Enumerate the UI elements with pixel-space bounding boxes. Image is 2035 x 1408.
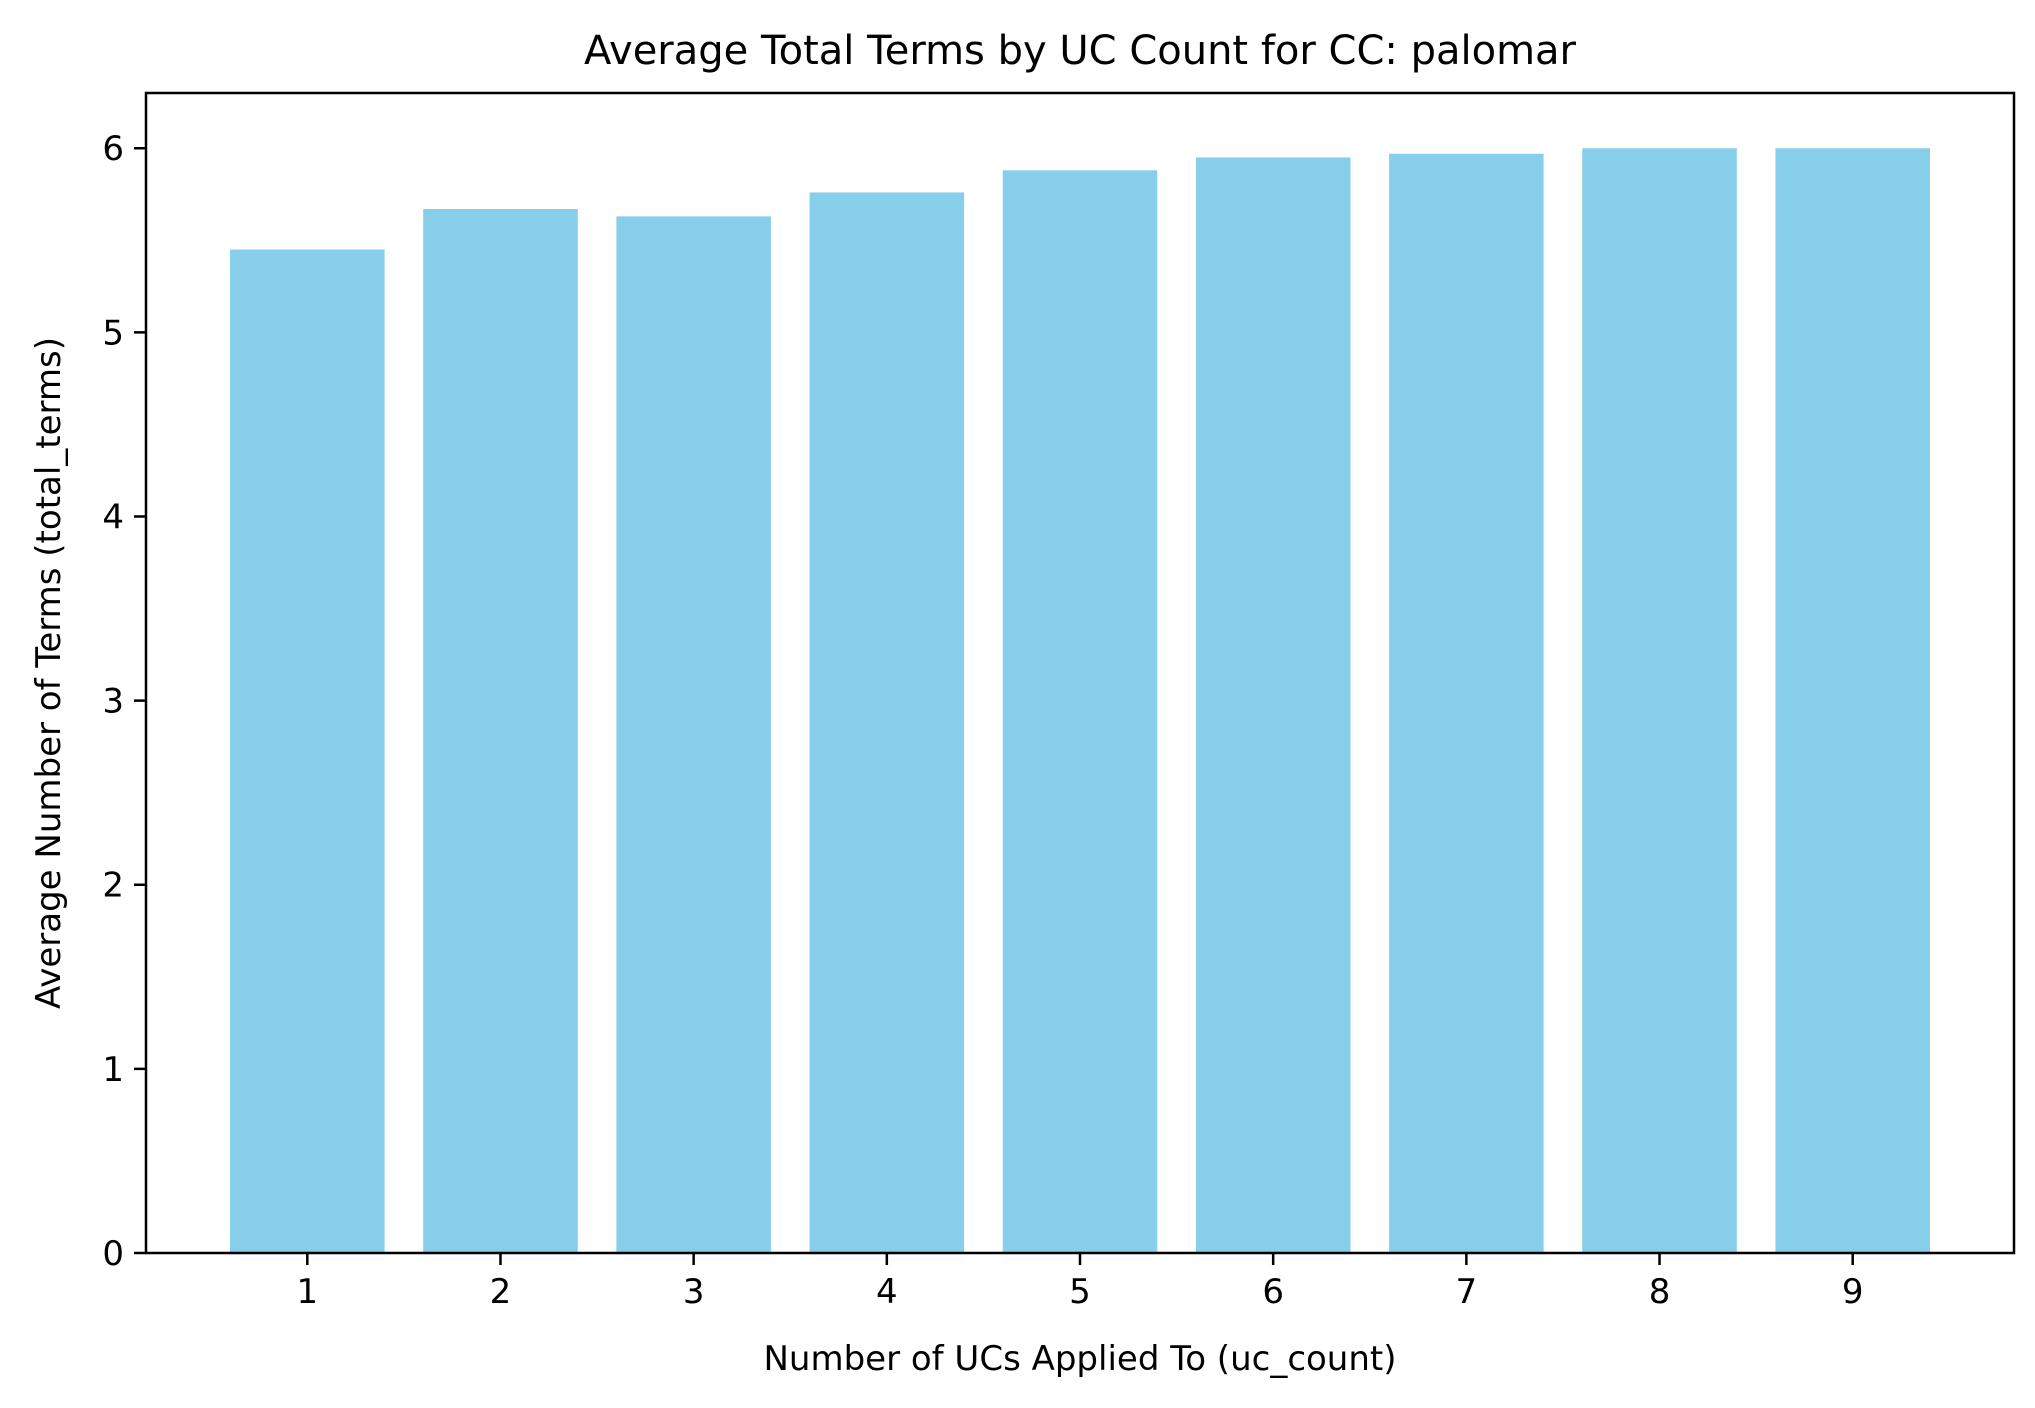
x-tick-label: 3 — [683, 1272, 705, 1312]
y-tick-label: 1 — [102, 1050, 124, 1090]
y-tick-label: 4 — [102, 497, 124, 537]
bar-2 — [423, 209, 578, 1253]
y-tick-label: 3 — [102, 682, 124, 722]
x-tick-label: 1 — [296, 1272, 318, 1312]
y-tick-label: 5 — [102, 313, 124, 353]
plot-frame — [144, 91, 2016, 1255]
bar-3 — [616, 216, 771, 1253]
bars-group — [230, 148, 1930, 1254]
bar-4 — [809, 192, 965, 1253]
x-tick-label: 7 — [1456, 1272, 1478, 1312]
x-tick-label: 2 — [490, 1272, 512, 1312]
bar-1 — [230, 249, 385, 1253]
y-axis-label: Average Number of Terms (total_terms) — [29, 337, 69, 1009]
bar-6 — [1195, 157, 1351, 1253]
bar-9 — [1775, 148, 1930, 1254]
y-axis-ticks: 0 1 2 3 4 5 6 — [102, 129, 146, 1274]
bar-8 — [1582, 148, 1737, 1254]
y-tick-label: 2 — [102, 866, 124, 906]
x-axis-label: Number of UCs Applied To (uc_count) — [763, 1339, 1396, 1379]
bar-5 — [1002, 170, 1158, 1253]
bar-7 — [1389, 153, 1544, 1253]
x-tick-label: 6 — [1262, 1272, 1284, 1312]
y-tick-label: 6 — [102, 129, 124, 169]
x-tick-label: 9 — [1842, 1272, 1864, 1312]
y-tick-label: 0 — [102, 1234, 124, 1274]
x-tick-label: 8 — [1649, 1272, 1671, 1312]
x-tick-label: 5 — [1069, 1272, 1091, 1312]
chart-title: Average Total Terms by UC Count for CC: … — [584, 28, 1577, 74]
x-tick-label: 4 — [876, 1272, 898, 1312]
x-axis-ticks: 1 2 3 4 5 6 7 8 9 — [296, 1253, 1864, 1312]
